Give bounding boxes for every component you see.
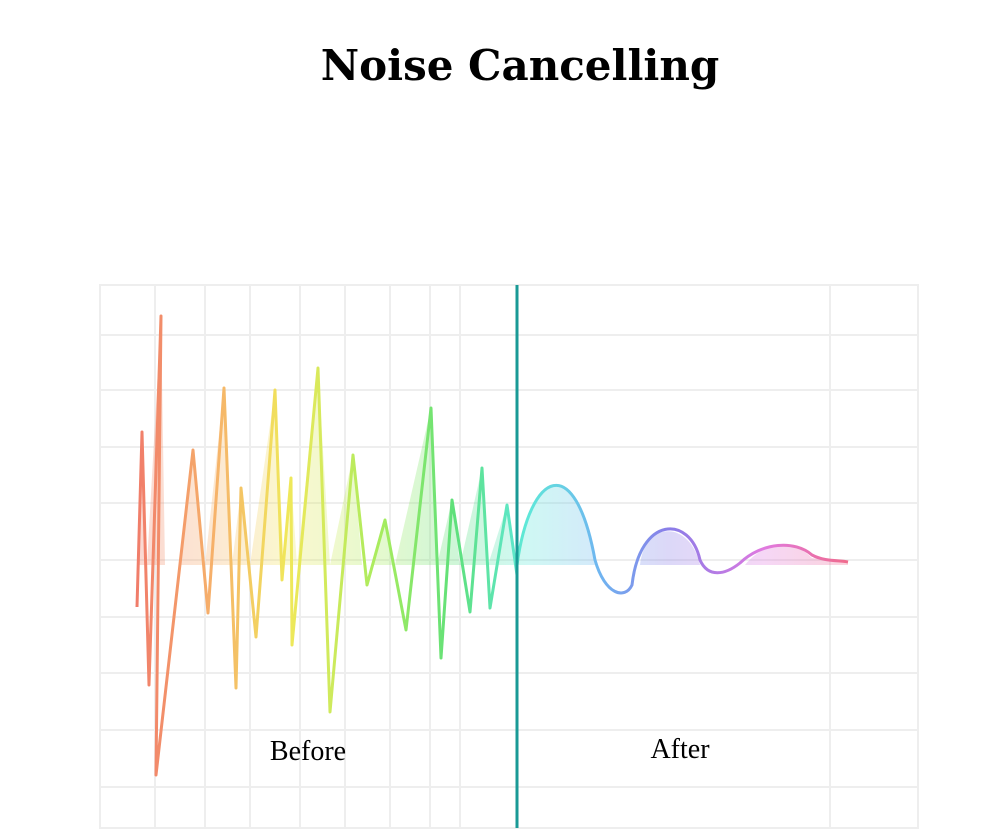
title: Noise Cancelling	[321, 41, 720, 90]
after-wave	[515, 483, 849, 595]
before-label: Before	[270, 736, 346, 767]
after-label: After	[650, 734, 710, 765]
before-wave	[135, 314, 519, 777]
